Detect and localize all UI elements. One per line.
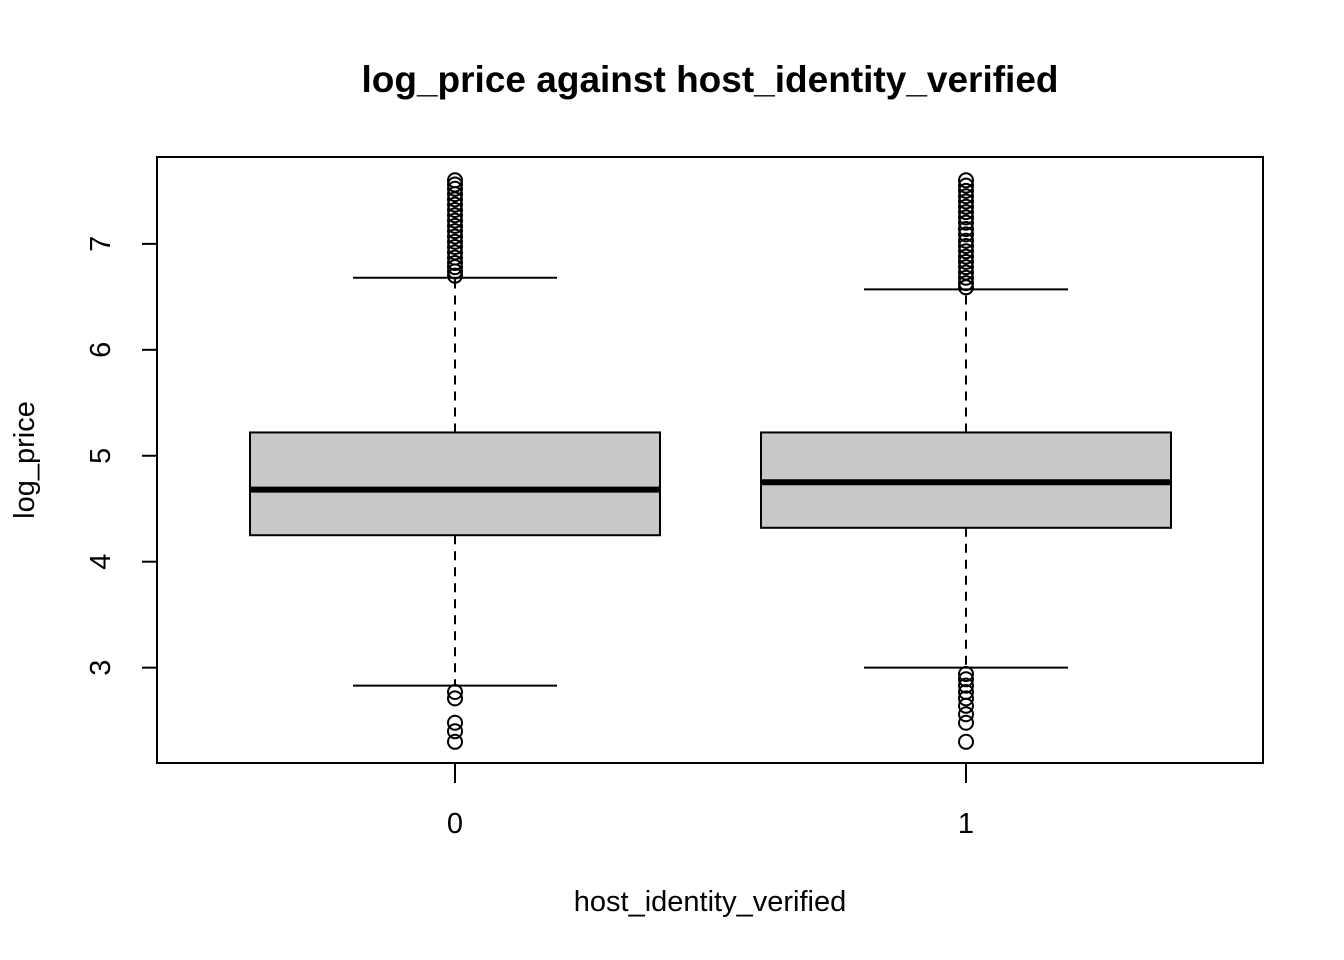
outlier-point xyxy=(447,217,463,234)
outlier-point xyxy=(447,207,463,224)
outlier-point xyxy=(447,690,463,707)
outlier-point xyxy=(958,706,974,723)
outlier-point xyxy=(447,254,463,271)
outlier-point xyxy=(958,253,974,270)
outlier-point xyxy=(447,212,463,229)
outlier-point xyxy=(447,244,463,261)
y-axis-label: log_price xyxy=(9,401,41,519)
outlier-point xyxy=(447,201,463,218)
box-group-0 xyxy=(249,172,661,750)
x-axis-label: host_identity_verified xyxy=(574,886,846,918)
outlier-point xyxy=(447,723,463,740)
outlier-point xyxy=(958,690,974,707)
outlier-point xyxy=(958,204,974,221)
outlier-point xyxy=(958,193,974,210)
plot-frame xyxy=(156,156,1264,764)
outlier-point xyxy=(958,214,974,231)
outlier-point xyxy=(447,684,463,701)
x-tick-label: 1 xyxy=(958,808,974,840)
outlier-point xyxy=(447,733,463,750)
outlier-point xyxy=(958,182,974,199)
outlier-point xyxy=(447,196,463,213)
y-tick-label: 6 xyxy=(85,342,117,358)
outlier-point xyxy=(958,264,974,281)
outlier-point xyxy=(958,697,974,714)
outlier-point xyxy=(958,243,974,260)
outlier-point xyxy=(958,677,974,694)
outlier-point xyxy=(447,172,463,189)
outlier-point xyxy=(958,248,974,265)
outlier-point xyxy=(447,714,463,731)
outlier-point xyxy=(447,267,463,284)
outlier-point xyxy=(958,237,974,254)
outlier-point xyxy=(958,209,974,226)
outlier-point xyxy=(958,198,974,215)
x-tick-label: 0 xyxy=(447,808,463,840)
outlier-point xyxy=(447,176,463,193)
outlier-point xyxy=(447,223,463,240)
outlier-point xyxy=(958,671,974,688)
outlier-point xyxy=(447,228,463,245)
box-group-1 xyxy=(760,172,1172,750)
outlier-point xyxy=(958,221,974,238)
outlier-point xyxy=(447,180,463,197)
chart-title: log_price against host_identity_verified xyxy=(361,59,1058,100)
boxes-layer xyxy=(249,172,1172,750)
outlier-point xyxy=(958,172,974,189)
outlier-point xyxy=(958,232,974,249)
outlier-point xyxy=(958,269,974,286)
outlier-point xyxy=(447,239,463,256)
outlier-point xyxy=(958,259,974,276)
outlier-point xyxy=(958,714,974,731)
outlier-point xyxy=(958,733,974,750)
outlier-point xyxy=(958,275,974,292)
outlier-point xyxy=(447,233,463,250)
y-tick-label: 5 xyxy=(85,448,117,464)
y-axis: 3 4 5 6 7 xyxy=(85,236,157,676)
outlier-point xyxy=(958,226,974,243)
y-tick-label: 4 xyxy=(85,554,117,570)
y-tick-label: 3 xyxy=(85,660,117,676)
outlier-point xyxy=(958,177,974,194)
outlier-point xyxy=(958,666,974,683)
outlier-point xyxy=(447,249,463,266)
iqr-box xyxy=(249,431,661,537)
y-tick-label: 7 xyxy=(85,236,117,252)
outlier-point xyxy=(958,188,974,205)
